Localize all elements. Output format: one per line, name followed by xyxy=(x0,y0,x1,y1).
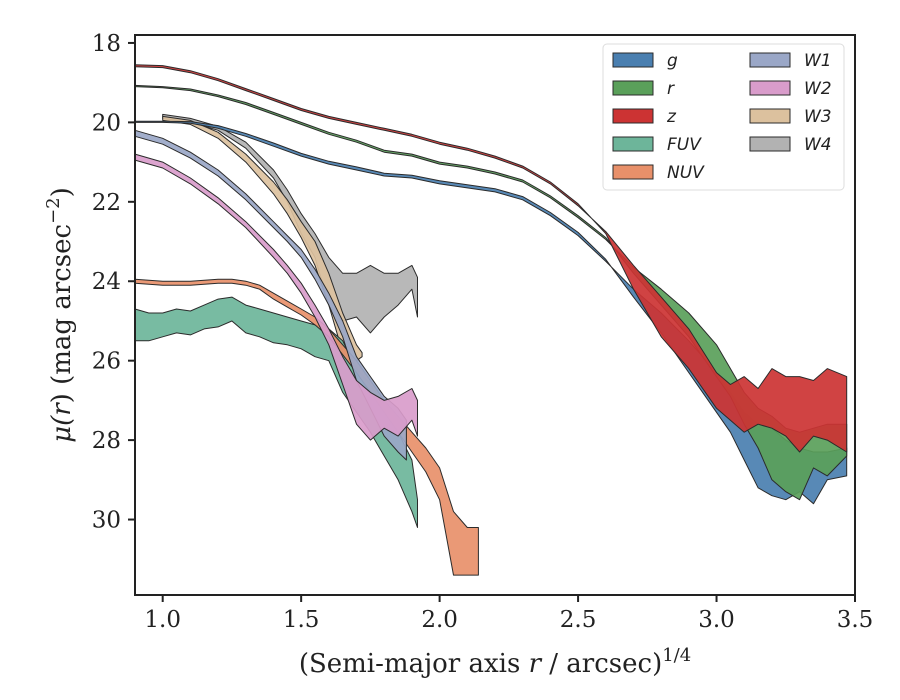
legend-swatch-w1 xyxy=(749,52,791,68)
y-tick-label: 28 xyxy=(92,428,121,454)
legend-swatch-w4 xyxy=(749,136,791,152)
plot-frame xyxy=(134,34,856,596)
x-tick-label: 3.5 xyxy=(837,607,874,633)
legend-label-r: r xyxy=(667,79,675,99)
legend-swatch-r xyxy=(612,80,654,96)
legend-label-w2: W2 xyxy=(804,79,832,99)
y-axis-ticks: 18 20 22 24 26 28 30 xyxy=(92,31,135,534)
band-z xyxy=(134,64,848,453)
band-w4 xyxy=(162,113,418,334)
y-axis-label: μ(r) (mag arcsec−2) xyxy=(43,187,77,443)
legend-swatch-nuv xyxy=(612,164,654,180)
y-tick-label: 30 xyxy=(92,508,121,534)
band-w1 xyxy=(134,129,407,461)
legend: grz FUV NUV W1 W2 W3 W4 xyxy=(602,43,845,191)
y-tick-label: 20 xyxy=(92,110,121,136)
legend-label-w1: W1 xyxy=(804,51,832,71)
y-tick-label: 24 xyxy=(92,269,121,295)
y-tick-label: 18 xyxy=(92,31,121,57)
x-axis-ticks: 1.0 1.5 2.0 2.5 3.0 3.5 xyxy=(144,595,873,633)
legend-label-w3: W3 xyxy=(804,107,832,127)
x-tick-label: 1.5 xyxy=(283,607,320,633)
x-tick-label: 2.5 xyxy=(560,607,597,633)
x-tick-label: 1.0 xyxy=(144,607,181,633)
band-r xyxy=(134,84,848,501)
x-tick-label: 3.0 xyxy=(698,607,735,633)
y-tick-label: 26 xyxy=(92,349,121,375)
legend-swatch-w2 xyxy=(749,80,791,96)
legend-label-g: g xyxy=(667,51,678,71)
y-tick-label: 22 xyxy=(92,190,121,216)
legend-swatch-w3 xyxy=(749,108,791,124)
band-w2 xyxy=(134,153,418,441)
legend-label-nuv: NUV xyxy=(667,163,705,183)
band-nuv xyxy=(134,278,479,576)
legend-swatch-g xyxy=(612,52,654,68)
legend-swatch-z xyxy=(612,108,654,124)
legend-label-fuv: FUV xyxy=(667,135,702,155)
band-layer xyxy=(134,64,848,576)
x-tick-label: 2.0 xyxy=(421,607,458,633)
legend-label-w4: W4 xyxy=(804,135,832,155)
x-axis-label: (Semi-major axis r / arcsec)1/4 xyxy=(299,645,691,679)
legend-label-z: z xyxy=(666,107,677,127)
legend-swatch-fuv xyxy=(612,136,654,152)
